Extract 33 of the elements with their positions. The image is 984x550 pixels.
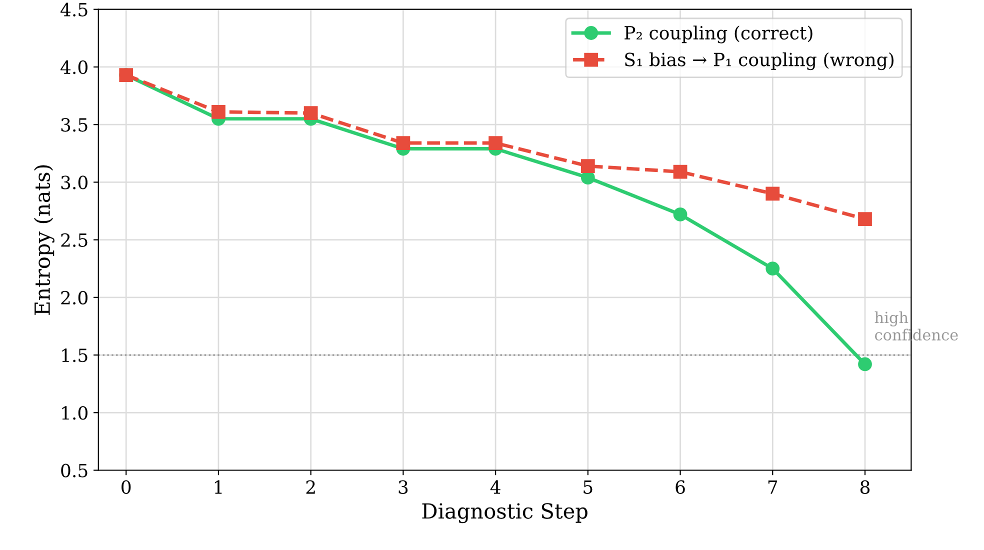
x-tick-label: 8 <box>860 480 870 494</box>
y-tick-label: 3.0 <box>61 176 88 190</box>
x-tick-label: 3 <box>398 480 408 494</box>
y-tick-label: 0.5 <box>61 464 88 478</box>
point <box>673 164 688 179</box>
x-axis-title: Diagnostic Step <box>422 503 588 524</box>
point <box>488 136 502 150</box>
point <box>396 136 410 150</box>
point <box>858 212 872 226</box>
y-tick-label: 3.5 <box>61 118 88 132</box>
y-tick-label: 1.0 <box>62 406 88 420</box>
x-tick-label: 2 <box>306 480 315 494</box>
point <box>766 262 780 276</box>
point <box>212 104 226 119</box>
point <box>766 186 780 201</box>
point <box>580 159 595 173</box>
x-tick-label: 7 <box>768 480 778 494</box>
x-tick-label: 5 <box>584 480 592 494</box>
legend-label: P₂ coupling (correct) <box>624 26 812 44</box>
y-tick-label: 2.0 <box>61 290 88 305</box>
x-tick-label: 1 <box>214 480 222 494</box>
y-tick-label: 2.5 <box>61 233 88 247</box>
x-tick-label: 6 <box>676 480 685 494</box>
point <box>673 208 688 222</box>
x-tick-label: 4 <box>490 480 500 494</box>
point <box>858 357 872 372</box>
x-tick-label: 0 <box>122 480 131 494</box>
legend-label: S₁ bias → P₁ coupling (wrong) <box>625 52 894 70</box>
y-tick-label: 1.5 <box>62 348 88 362</box>
y-axis-title: Entropy (nats) <box>34 165 54 315</box>
point <box>304 106 318 120</box>
y-tick-label: 4.5 <box>60 2 88 16</box>
y-tick-label: 4.0 <box>60 60 88 74</box>
